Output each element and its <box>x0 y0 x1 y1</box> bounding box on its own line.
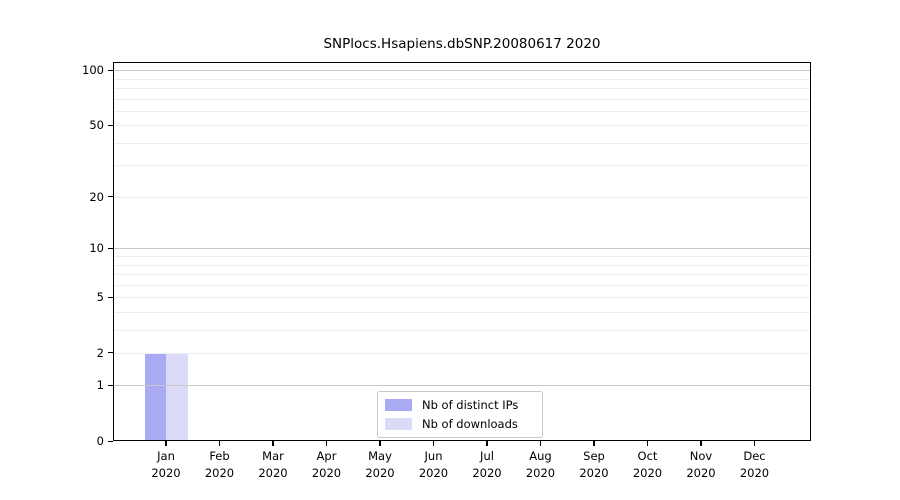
y-tick <box>108 196 113 198</box>
y-tick <box>108 247 113 250</box>
y-tick-label: 10 <box>89 241 104 256</box>
y-tick-label: 2 <box>96 345 104 360</box>
minor-gridline <box>113 297 811 299</box>
minor-gridline <box>113 98 811 100</box>
minor-gridline <box>113 352 811 354</box>
y-tick <box>108 384 113 386</box>
x-tick-label: Jun 2020 <box>418 449 449 480</box>
x-tick <box>165 441 167 446</box>
x-tick <box>700 441 702 446</box>
minor-gridline <box>113 78 811 80</box>
x-tick-label: Jan 2020 <box>151 449 181 480</box>
minor-gridline <box>113 88 811 89</box>
x-tick <box>646 441 649 446</box>
x-tick-label: Aug 2020 <box>525 449 556 480</box>
minor-gridline <box>113 274 811 275</box>
y-tick-label: 0 <box>96 434 104 448</box>
y-tick <box>108 296 113 298</box>
major-gridline <box>113 385 811 387</box>
x-tick-label: Apr 2020 <box>311 449 342 480</box>
x-tick <box>432 441 435 446</box>
minor-gridline <box>113 311 811 313</box>
legend: Nb of distinct IPs Nb of downloads <box>377 391 543 438</box>
legend-row-distinct-ips: Nb of distinct IPs <box>385 398 533 412</box>
minor-gridline <box>113 329 811 331</box>
bar-nb-of-distinct-ips <box>144 352 166 441</box>
y-tick-label: 1 <box>96 378 104 393</box>
y-tick-label: 5 <box>96 290 104 305</box>
x-tick-label: Sep 2020 <box>579 449 609 480</box>
x-tick <box>379 441 381 446</box>
chart-title: SNPlocs.Hsapiens.dbSNP.20080617 2020 <box>323 36 601 52</box>
x-tick <box>325 441 328 446</box>
legend-label-distinct-ips: Nb of distinct IPs <box>422 398 519 412</box>
y-tick <box>108 440 113 442</box>
legend-swatch-distinct-ips-icon <box>385 399 412 411</box>
minor-gridline <box>113 165 811 167</box>
minor-gridline <box>113 125 811 127</box>
y-tick <box>108 69 113 71</box>
x-tick-label: Oct 2020 <box>632 449 663 480</box>
x-tick <box>272 441 274 446</box>
x-tick-label: Nov 2020 <box>686 449 716 480</box>
minor-gridline <box>113 142 811 144</box>
x-tick <box>539 441 542 446</box>
minor-gridline <box>113 196 811 198</box>
legend-label-downloads: Nb of downloads <box>422 417 518 431</box>
x-tick <box>593 441 595 446</box>
minor-gridline <box>113 110 811 112</box>
x-tick <box>218 441 221 446</box>
x-tick <box>753 441 756 446</box>
y-tick <box>108 352 113 354</box>
major-gridline <box>113 248 811 250</box>
major-gridline <box>113 70 811 72</box>
x-tick-label: May 2020 <box>365 449 395 480</box>
x-tick-label: Jul 2020 <box>472 449 502 480</box>
x-tick <box>486 441 488 446</box>
bar-nb-of-downloads <box>166 352 188 441</box>
minor-gridline <box>113 256 811 258</box>
y-tick-label: 20 <box>89 189 104 204</box>
minor-gridline <box>113 264 811 266</box>
legend-row-downloads: Nb of downloads <box>385 417 533 431</box>
y-tick <box>108 124 113 126</box>
x-tick-label: Dec 2020 <box>739 449 770 480</box>
minor-gridline <box>113 284 811 286</box>
y-tick-label: 50 <box>89 118 104 133</box>
x-tick-label: Feb 2020 <box>204 449 235 480</box>
x-tick-label: Mar 2020 <box>258 449 288 480</box>
legend-swatch-downloads-icon <box>385 418 412 430</box>
y-tick-label: 100 <box>82 63 104 78</box>
axes-frame <box>113 62 811 441</box>
plot-area: 0 1 2 5 10 20 50 100 Jan 2020 Feb 2020 Mar 2020 Ap… <box>82 62 811 480</box>
